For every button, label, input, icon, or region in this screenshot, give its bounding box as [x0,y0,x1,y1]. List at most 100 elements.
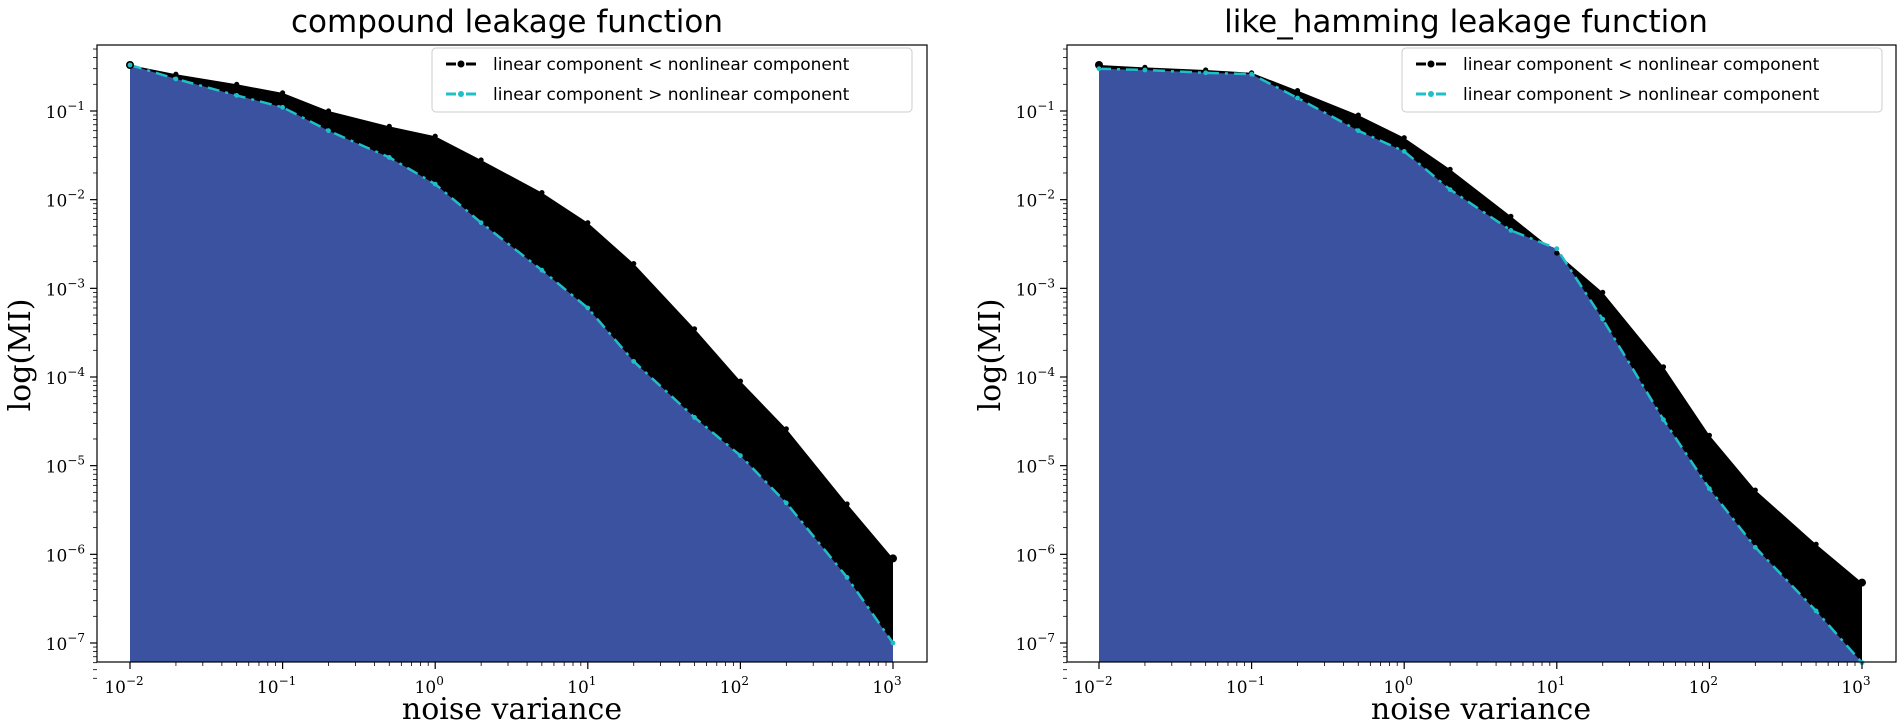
x-tick-label: 10−1 [257,674,296,698]
data-point [1096,66,1102,72]
data-point [889,554,897,563]
y-tick-label: 10−1 [46,99,85,123]
data-point [1355,112,1361,118]
data-point [539,190,545,196]
y-axis-ticks: 10−7 10−6 10−5 10−4 10−3 10−2 10−1 [46,48,97,679]
data-point [738,453,743,458]
x-tick-label: 100 [1384,674,1413,698]
data-point [1295,95,1300,101]
y-tick-label: 10−6 [1016,542,1055,566]
x-tick-label: 103 [872,674,901,698]
data-point [1249,71,1254,77]
data-point [173,76,179,82]
x-tick-label: 10−1 [1226,674,1265,698]
data-point [234,81,240,87]
legend-swatch-nonlinear [1416,60,1446,68]
data-point [1752,544,1758,550]
x-tick-label: 101 [567,674,596,698]
x-tick-label: 10−2 [104,674,143,698]
plot-area [96,44,928,663]
legend-label-nonlinear: linear component < nonlinear component [493,55,850,75]
x-tick-label: 102 [1689,674,1718,698]
data-point [1401,149,1407,154]
data-point [1813,608,1819,614]
y-tick-label: 10−4 [1016,365,1056,389]
data-point [691,326,698,332]
data-point [1600,289,1606,295]
data-point [1858,578,1866,587]
points-series-linear [1096,66,1865,666]
x-tick-label: 10−2 [1073,674,1112,698]
points-series-linear [127,62,896,646]
data-point [432,181,438,187]
chart-compound-leakage: compound leakage function 10−2 10−1 100 101… [3,4,928,727]
chart-like-hamming-leakage: like_hamming leakage function 10−2 10−1 10… [973,4,1897,727]
data-point [173,71,179,77]
area-series-linear [1099,68,1862,663]
x-tick-label: 100 [415,674,444,698]
data-point [386,123,392,129]
legend-swatch-nonlinear [446,60,476,68]
y-axis-label: log(MI) [3,299,38,412]
legend: linear component < nonlinear component l… [1401,47,1883,113]
y-tick-label: 10−3 [1016,276,1055,300]
data-point [478,157,484,163]
x-axis-label: noise variance [1371,692,1591,727]
data-point [478,220,484,226]
points-series-nonlinear [126,61,897,563]
y-axis-ticks: 10−7 10−6 10−5 10−4 10−3 10−2 10−1 [1016,48,1067,679]
data-point [783,426,789,432]
x-axis-ticks: 10−2 10−1 100 101 102 103 [104,662,902,698]
legend: linear component < nonlinear component l… [431,47,913,113]
legend-box [1401,47,1883,113]
plot-area [1066,44,1897,666]
y-tick-label: 10−5 [46,454,85,478]
data-point [234,93,240,98]
data-point [844,575,850,580]
data-point [631,359,637,364]
data-point [1661,417,1666,423]
plot-frame [96,44,928,663]
y-tick-label: 10−1 [1016,99,1055,123]
data-point [1600,316,1606,322]
data-point [127,62,133,68]
legend-label-linear: linear component > nonlinear component [493,85,850,105]
data-point [280,90,286,96]
data-point [692,415,697,420]
data-point [1142,67,1148,73]
y-tick-label: 10−2 [46,188,85,212]
data-point [1508,213,1514,219]
area-series-linear [130,65,893,662]
data-point [585,305,591,311]
data-point [326,128,331,134]
legend-swatch-linear [1416,91,1446,97]
data-point [1095,61,1103,69]
data-point [1813,541,1819,547]
data-point [783,500,789,506]
y-tick-label: 10−6 [46,542,85,566]
data-point [325,108,332,114]
x-tick-label: 101 [1536,674,1565,698]
legend-label-nonlinear: linear component < nonlinear component [1463,55,1820,75]
data-point [1294,88,1301,94]
data-point [1355,128,1361,134]
data-point [1508,228,1514,233]
data-point [1203,70,1209,76]
data-point [1401,135,1407,141]
y-tick-label: 10−7 [1016,631,1055,655]
data-point [1447,187,1453,193]
x-tick-label: 103 [1841,674,1870,698]
data-point [386,155,392,160]
y-tick-label: 10−2 [1016,188,1055,212]
x-axis-ticks: 10−2 10−1 100 101 102 103 [1073,662,1871,698]
data-point [1660,364,1667,370]
y-tick-label: 10−7 [46,631,85,655]
data-point [539,267,545,273]
data-point [737,378,744,384]
data-point [1706,432,1712,438]
data-point [432,133,438,139]
plot-frame [1066,44,1897,663]
chart-title: compound leakage function [291,4,723,40]
data-point [631,261,637,267]
